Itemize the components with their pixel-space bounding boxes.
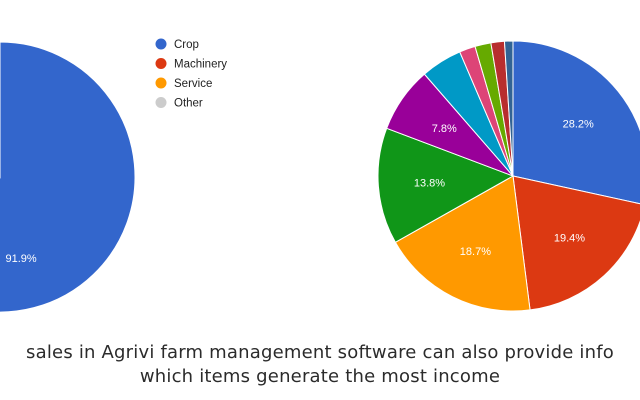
pie2-slice-1 [512, 175, 640, 311]
pie-chart-right: 28.2% 19.4% 18.7% 13.8% 7.8% [377, 40, 640, 312]
legend-label-0: Crop [174, 39, 199, 51]
pie2-slice-2-label: 18.7% [460, 246, 491, 258]
legend: Crop Machinery Service Other [155, 38, 227, 110]
legend-swatch-3 [155, 97, 167, 108]
legend-label-3: Other [174, 98, 203, 110]
pie-chart-left: 91.9% [0, 41, 136, 313]
caption-line-2: which items generate the most income [139, 366, 501, 387]
legend-swatch-1 [155, 58, 167, 69]
legend-swatch-2 [155, 77, 167, 89]
pie2-slice-0-label: 28.2% [563, 119, 594, 131]
pie2-slice-3-label: 13.8% [414, 177, 445, 189]
pie2-slice-2 [394, 175, 531, 312]
pie2-slice-4-label: 7.8% [432, 123, 457, 135]
pie2-slice-0 [512, 40, 640, 205]
legend-label-1: Machinery [174, 59, 227, 71]
pie1-slice-0-label: 91.9% [5, 253, 36, 265]
pie2-slice-9 [503, 40, 514, 177]
caption-line-1: sales in Agrivi farm management software… [26, 342, 614, 363]
pie2-slice-1-label: 19.4% [554, 233, 585, 245]
legend-swatch-0 [155, 38, 167, 50]
pie1-slice-0 [0, 41, 136, 313]
legend-label-2: Service [174, 78, 212, 90]
pie2-slice-3 [377, 127, 515, 243]
